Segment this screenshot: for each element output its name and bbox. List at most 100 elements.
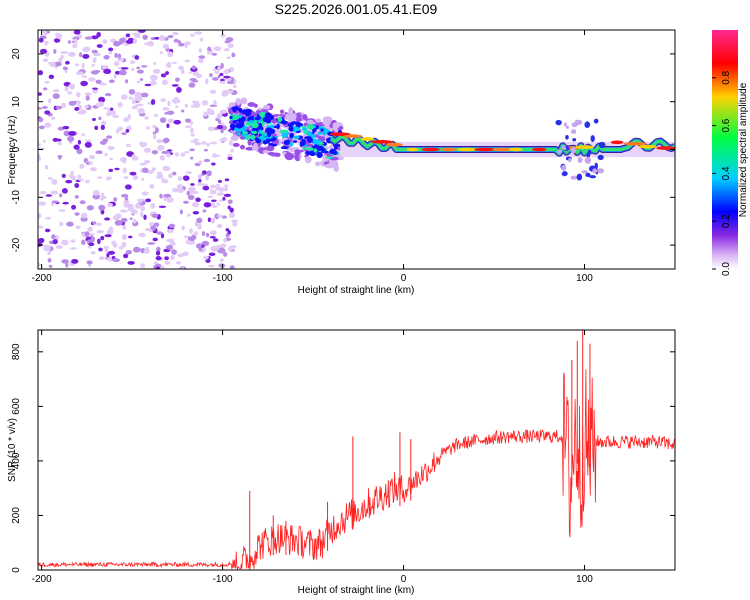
spectrogram-x-tick-label: 0 [401,273,407,284]
noise-blob [173,38,179,43]
disturbance-blob [570,146,576,154]
noise-blob [142,167,149,174]
noise-blob [77,174,82,179]
noise-blob [62,125,70,130]
transition-blob [259,111,267,118]
noise-blob [225,228,230,232]
noise-blob [167,51,174,58]
disturbance-blob [587,149,592,155]
noise-blob [100,124,105,130]
noise-blob [171,84,179,87]
noise-blob [87,245,92,249]
noise-blob [177,187,184,194]
noise-blob [52,93,60,99]
transition-halo [262,105,271,110]
noise-blob [166,238,175,243]
noise-blob [167,118,175,124]
noise-blob [207,217,211,223]
noise-blob [120,217,128,223]
noise-blob [205,259,211,263]
noise-blob [216,124,224,130]
transition-blob [276,123,280,130]
noise-blob [84,141,92,148]
transition-blob [255,139,262,144]
noise-blob [98,256,105,260]
noise-blob [123,117,130,123]
noise-blob [104,217,111,221]
noise-blob [147,40,154,47]
noise-blob [190,33,195,37]
noise-blob [89,167,97,172]
noise-blob [86,205,94,211]
spectrogram-y-tick-label: -10 [11,190,22,205]
noise-blob [191,65,197,70]
noise-blob [128,96,133,100]
noise-blob [114,219,123,226]
noise-blob [71,258,79,264]
disturbance-blob [555,119,562,126]
noise-blob [144,83,152,87]
noise-blob [220,33,226,38]
noise-blob [44,41,49,44]
spectrogram-x-tick-label: -100 [213,273,233,284]
noise-blob [79,200,86,205]
noise-blob [85,139,92,143]
noise-blob [98,247,103,252]
noise-blob [174,152,179,157]
noise-blob [201,231,206,236]
noise-blob [99,140,107,145]
noise-blob [134,91,142,98]
disturbance-blob [572,138,577,142]
noise-blob [90,35,99,40]
noise-blob [166,196,174,203]
transition-blob [235,122,243,129]
noise-blob [88,242,95,247]
noise-blob [107,250,116,255]
ridge-hotspot [492,147,514,152]
noise-blob [228,140,233,146]
noise-blob [232,222,238,227]
noise-blob [41,106,48,109]
noise-blob [161,79,168,86]
noise-blob [217,75,221,79]
noise-blob [194,31,203,35]
noise-blob [147,242,156,245]
noise-blob [82,53,90,59]
noise-blob [230,148,234,153]
noise-blob [129,171,137,176]
noise-blob [38,107,43,110]
noise-blob [121,234,128,240]
colorbar-gradient [712,30,738,269]
noise-blob [217,179,222,183]
noise-blob [203,202,212,208]
noise-blob [144,160,151,164]
transition-halo [247,102,256,107]
noise-blob [231,52,236,58]
noise-blob [38,212,42,219]
noise-blob [171,61,177,65]
noise-blob [177,40,182,44]
transition-blob [281,132,286,139]
noise-blob [81,239,86,245]
transition-blob [301,125,306,129]
colorbar: 0.0 0.2 0.4 0.6 0.8 Normalized spectral ampl… [712,30,749,276]
noise-blob [64,86,69,92]
noise-blob [184,41,192,46]
noise-blob [125,128,130,133]
noise-blob [150,99,156,105]
noise-blob [144,228,152,232]
snr-y-tick-label: 200 [11,507,22,524]
transition-blob [268,142,274,146]
noise-blob [211,189,217,195]
noise-blob [76,91,81,98]
noise-blob [145,198,152,203]
noise-blob [148,222,154,227]
noise-blob [161,178,169,184]
disturbance-blob [586,156,591,164]
noise-blob [69,247,77,250]
noise-blob [162,165,171,172]
disturbance-blob [589,175,597,179]
noise-blob [203,255,209,260]
noise-blob [190,104,197,108]
noise-blob [65,262,69,268]
